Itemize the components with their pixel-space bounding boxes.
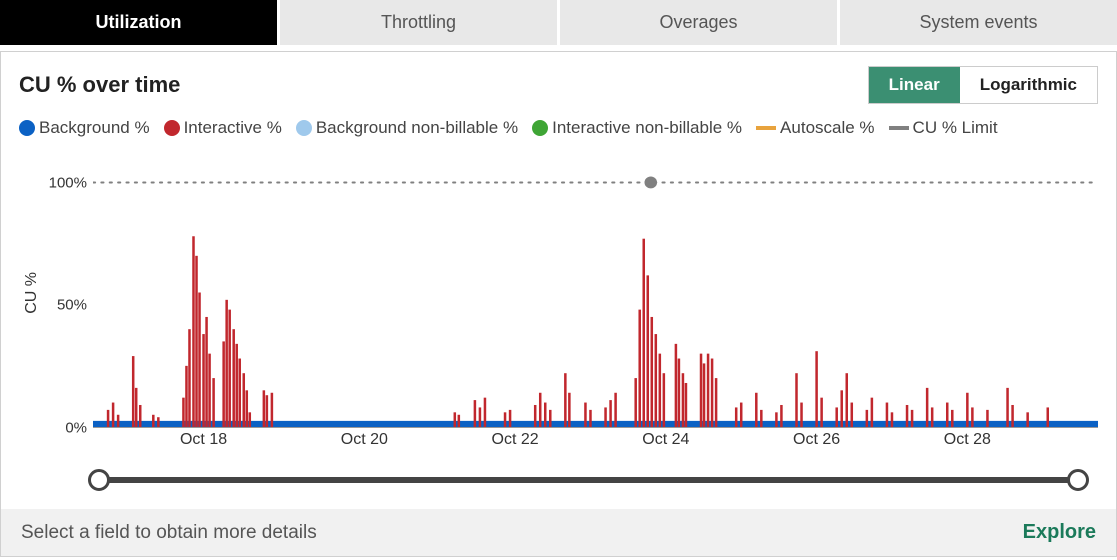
chart-panel: CU % over time Linear Logarithmic Backgr…	[0, 51, 1117, 557]
legend-item[interactable]: Background non-billable %	[296, 118, 518, 138]
x-tick: Oct 22	[492, 431, 539, 449]
chart-title: CU % over time	[19, 72, 180, 98]
legend-item[interactable]: CU % Limit	[889, 118, 998, 138]
legend-item[interactable]: Interactive non-billable %	[532, 118, 742, 138]
time-range-slider[interactable]	[99, 470, 1078, 490]
details-footer: Select a field to obtain more details Ex…	[1, 509, 1116, 556]
y-axis-label: CU %	[19, 272, 45, 314]
x-tick: Oct 20	[341, 431, 388, 449]
footer-hint: Select a field to obtain more details	[21, 522, 317, 544]
legend-label: CU % Limit	[913, 118, 998, 138]
chart-legend: Background % Interactive % Background non-…	[19, 118, 1098, 138]
chart-plot[interactable]: Oct 18Oct 20Oct 22Oct 24Oct 26Oct 28	[93, 158, 1098, 428]
legend-swatch	[164, 120, 180, 136]
x-tick: Oct 28	[944, 431, 991, 449]
legend-label: Background %	[39, 118, 150, 138]
y-tick: 0%	[65, 420, 87, 437]
y-axis-ticks: 0%50%100%	[45, 158, 93, 428]
title-row: CU % over time Linear Logarithmic	[19, 66, 1098, 104]
scale-linear-button[interactable]: Linear	[869, 67, 960, 103]
range-handle-start[interactable]	[88, 469, 110, 491]
chart-area: CU % 0%50%100% Oct 18Oct 20Oct 22Oct 24O…	[19, 158, 1098, 428]
tab-throttling[interactable]: Throttling	[280, 0, 560, 45]
legend-item[interactable]: Autoscale %	[756, 118, 875, 138]
x-axis-ticks: Oct 18 Oct 20 Oct 22 Oct 24 Oct 26 Oct 28	[93, 431, 1098, 453]
explore-button[interactable]: Explore	[1023, 521, 1096, 544]
tab-system-events[interactable]: System events	[840, 0, 1117, 45]
y-tick: 100%	[49, 174, 87, 191]
tabs-bar: Utilization Throttling Overages System e…	[0, 0, 1117, 45]
legend-item[interactable]: Background %	[19, 118, 150, 138]
legend-swatch	[19, 120, 35, 136]
tab-utilization[interactable]: Utilization	[0, 0, 280, 45]
legend-label: Interactive %	[184, 118, 282, 138]
legend-item[interactable]: Interactive %	[164, 118, 282, 138]
y-tick: 50%	[57, 297, 87, 314]
legend-label: Autoscale %	[780, 118, 875, 138]
range-handle-end[interactable]	[1067, 469, 1089, 491]
x-tick: Oct 18	[180, 431, 227, 449]
range-track	[99, 477, 1078, 483]
legend-swatch	[532, 120, 548, 136]
legend-swatch	[296, 120, 312, 136]
chart-svg	[93, 158, 1098, 427]
scale-toggle: Linear Logarithmic	[868, 66, 1098, 104]
legend-label: Background non-billable %	[316, 118, 518, 138]
legend-swatch	[889, 126, 909, 130]
legend-label: Interactive non-billable %	[552, 118, 742, 138]
tab-overages[interactable]: Overages	[560, 0, 840, 45]
x-tick: Oct 26	[793, 431, 840, 449]
scale-logarithmic-button[interactable]: Logarithmic	[960, 67, 1097, 103]
legend-swatch	[756, 126, 776, 130]
x-tick: Oct 24	[642, 431, 689, 449]
